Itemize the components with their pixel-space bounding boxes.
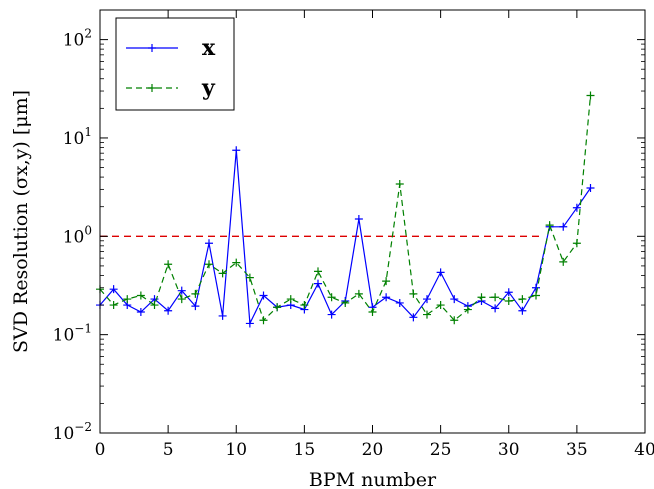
x-tick-label: 20 <box>362 440 384 460</box>
x-tick-label: 40 <box>634 440 654 460</box>
data-point <box>409 289 418 298</box>
data-point <box>314 279 322 288</box>
data-point <box>205 239 213 248</box>
data-point <box>572 203 581 212</box>
data-point <box>559 222 568 231</box>
data-point <box>327 310 336 319</box>
data-point <box>354 214 363 223</box>
data-point <box>177 295 186 304</box>
axes: 0 5 10 15 20 25 30 35 40 10−2 10−1 100 101 102 BPM num… <box>10 9 654 489</box>
data-point <box>232 146 241 155</box>
data-point <box>205 260 213 269</box>
data-point <box>572 239 581 248</box>
plot-area <box>96 91 595 328</box>
data-point <box>532 283 540 292</box>
data-point <box>191 302 200 311</box>
data-point <box>409 313 418 322</box>
data-point <box>586 183 595 192</box>
data-point <box>136 307 145 316</box>
y-tick-label: 10−2 <box>53 420 92 444</box>
data-point <box>382 293 391 302</box>
data-point <box>341 298 350 307</box>
y-tick-label: 100 <box>63 223 92 247</box>
data-point <box>164 260 173 269</box>
data-point <box>518 306 527 315</box>
data-point <box>218 311 227 320</box>
legend-marker-x <box>148 44 156 52</box>
data-point <box>314 267 322 276</box>
series-y-line <box>99 95 592 322</box>
data-point <box>327 293 336 302</box>
x-axis-title: BPM number <box>309 469 437 489</box>
legend-box <box>115 17 235 111</box>
y-tick-label: 101 <box>63 125 92 149</box>
x-tick-label: 25 <box>430 440 452 460</box>
data-point <box>232 258 241 267</box>
x-tick-label: 5 <box>163 440 174 460</box>
data-point <box>123 295 132 304</box>
data-point <box>109 285 118 294</box>
data-point <box>273 303 282 312</box>
data-point <box>518 295 527 304</box>
data-point <box>136 291 145 300</box>
y-tick-label: 10−1 <box>53 322 92 346</box>
y-axis-title: SVD Resolution (σx,y) [μm] <box>10 90 32 353</box>
x-tick-label: 0 <box>95 440 106 460</box>
data-point <box>532 291 540 300</box>
data-point <box>245 273 254 282</box>
x-tick-label: 10 <box>225 440 247 460</box>
data-point <box>491 293 500 302</box>
series-x <box>96 146 595 328</box>
legend-label-x: x <box>202 35 216 61</box>
data-point <box>395 298 404 307</box>
data-point <box>477 293 486 302</box>
data-point <box>491 304 500 313</box>
data-point <box>150 301 159 310</box>
data-point <box>504 296 513 305</box>
data-point <box>436 268 445 277</box>
data-point <box>300 301 309 310</box>
data-point <box>450 295 459 304</box>
data-point <box>218 269 227 278</box>
data-point <box>259 291 268 300</box>
data-point <box>436 301 445 310</box>
data-point <box>164 306 173 315</box>
legend-label-y: y <box>201 75 216 101</box>
data-point <box>382 277 391 286</box>
data-point <box>191 289 200 298</box>
data-point <box>109 301 118 310</box>
data-point <box>354 289 363 298</box>
data-point <box>559 257 568 266</box>
series-y <box>96 91 595 325</box>
legend: xy <box>115 17 235 111</box>
data-point <box>463 305 472 314</box>
x-tick-label: 15 <box>294 440 316 460</box>
data-point <box>423 295 431 304</box>
data-point <box>368 307 377 316</box>
data-point <box>259 316 268 325</box>
data-point <box>395 180 404 189</box>
legend-marker-y <box>148 84 156 92</box>
data-point <box>545 221 554 230</box>
data-point <box>245 319 254 328</box>
x-tick-label: 30 <box>498 440 520 460</box>
data-point <box>504 288 513 297</box>
x-tick-label: 35 <box>566 440 588 460</box>
data-point <box>586 91 595 100</box>
y-tick-label: 102 <box>63 27 92 51</box>
data-point <box>286 295 295 304</box>
data-point <box>450 316 459 325</box>
data-point <box>423 310 431 319</box>
data-point <box>177 286 186 295</box>
